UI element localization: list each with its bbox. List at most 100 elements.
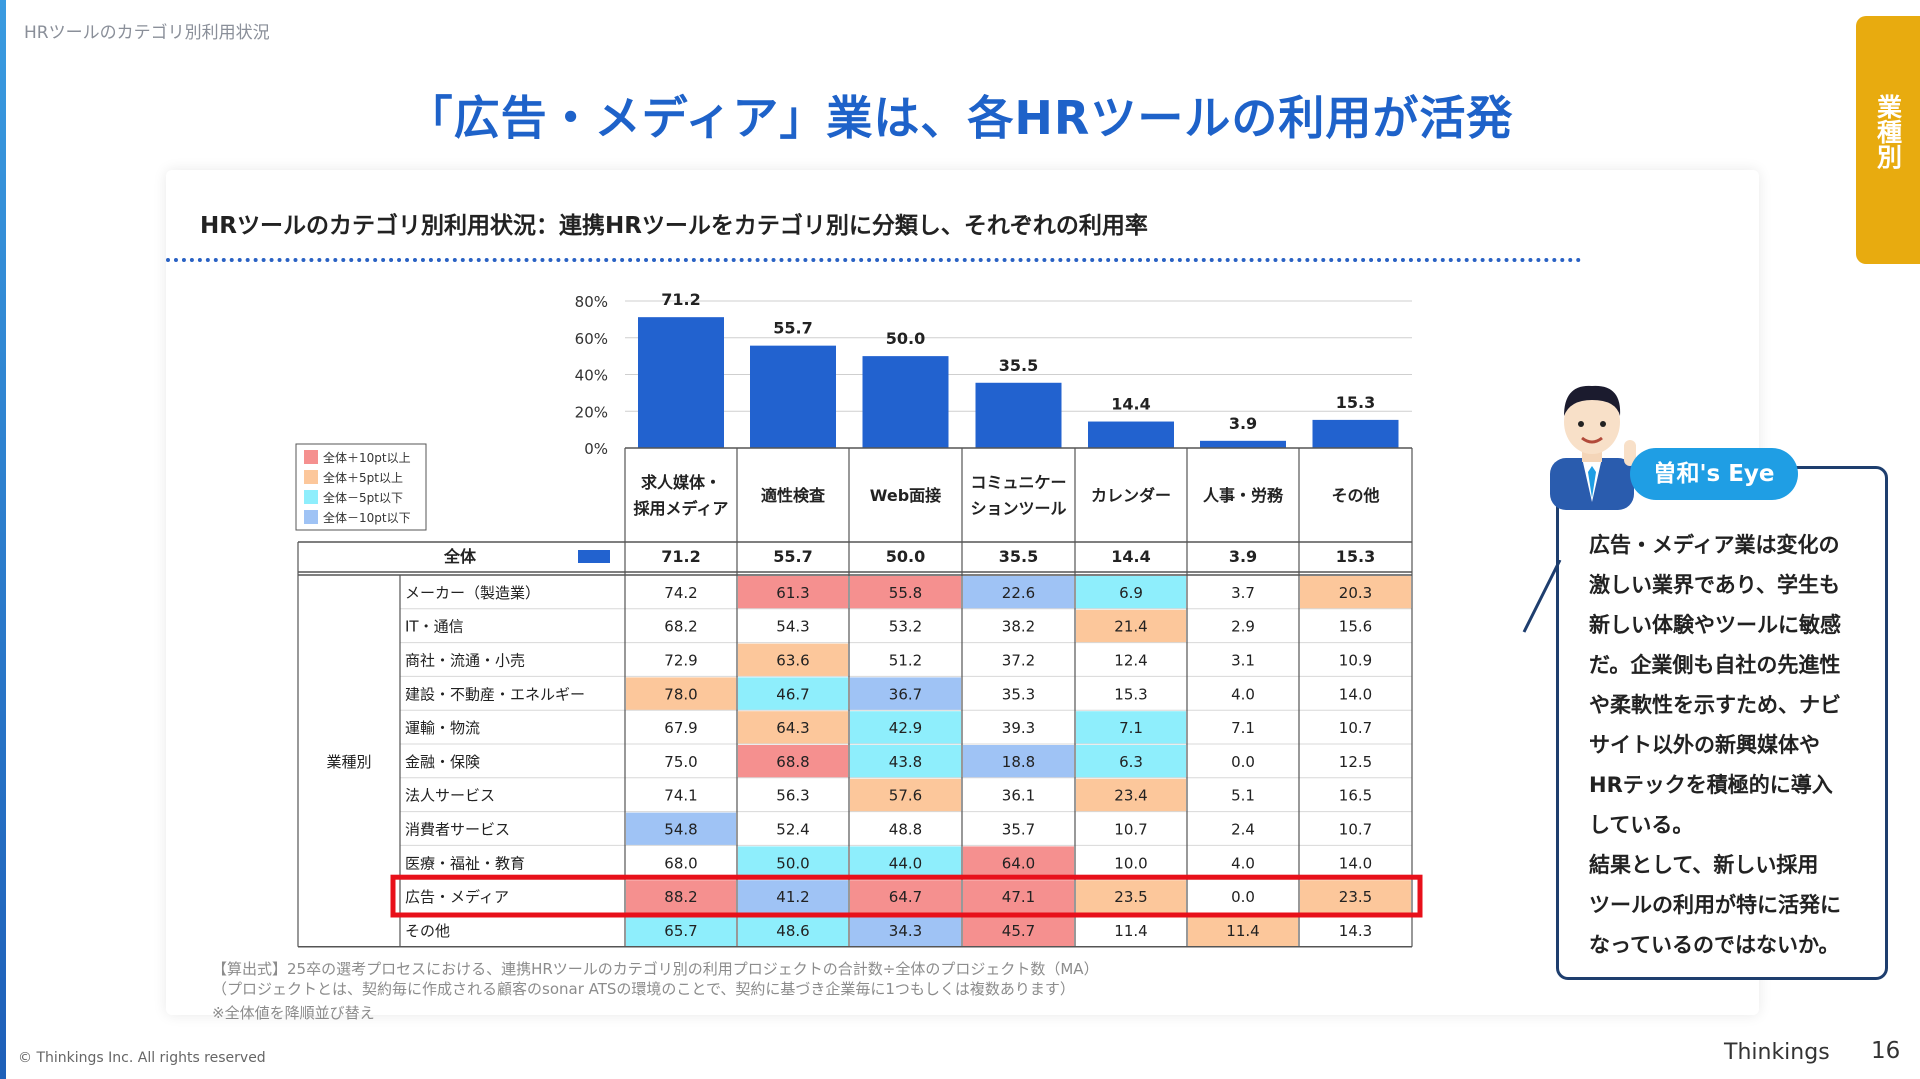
- comment-text: 広告・メディア業は変化の 激しい業界であり、学生も 新しい体験やツールに敏感 だ…: [1589, 525, 1879, 965]
- bar-value-label: 3.9: [1229, 414, 1257, 433]
- heat-cell: [738, 846, 848, 880]
- chart-subtitle: HRツールのカテゴリ別利用状況：連携HRツールをカテゴリ別に分類し、それぞれの利…: [200, 213, 1148, 239]
- row-label: 消費者サービス: [405, 821, 510, 839]
- row-label: 広告・メディア: [405, 888, 509, 906]
- y-tick-label: 20%: [575, 403, 608, 421]
- row-label: 金融・保険: [405, 753, 480, 771]
- cell-value: 2.9: [1231, 618, 1255, 636]
- cell-value: 54.8: [664, 821, 697, 839]
- heat-cell: [626, 880, 736, 913]
- comment-badge: 曽和's Eye: [1630, 448, 1798, 500]
- comment-line: HRテックを積極的に導入: [1589, 773, 1833, 797]
- row-label: IT・通信: [405, 618, 464, 636]
- bar: [1088, 421, 1174, 448]
- comment-line: だ。企業側も自社の先進性: [1589, 653, 1841, 677]
- header-label: HRツールのカテゴリ別利用状況: [24, 23, 270, 43]
- category-label: 適性検査: [761, 486, 825, 505]
- heat-cell: [963, 880, 1074, 913]
- dotted-divider: [166, 258, 1582, 262]
- cell-value: 10.7: [1339, 719, 1372, 737]
- cell-value: 23.4: [1114, 787, 1147, 805]
- heat-cell: [738, 914, 848, 947]
- cell-value: 20.3: [1339, 584, 1372, 602]
- cell-value: 10.0: [1114, 854, 1147, 872]
- cell-value: 10.7: [1339, 821, 1372, 839]
- bar-value-label: 71.2: [661, 290, 700, 309]
- row-label: 建設・不動産・エネルギー: [405, 685, 585, 703]
- cell-value: 45.7: [1002, 922, 1035, 940]
- overall-value: 71.2: [661, 547, 700, 566]
- overall-value: 35.5: [999, 547, 1038, 566]
- heat-cell: [738, 576, 848, 609]
- heat-cell: [1076, 778, 1186, 812]
- group-label: 業種別: [326, 753, 371, 771]
- cell-value: 41.2: [776, 888, 809, 906]
- overall-value: 55.7: [773, 547, 812, 566]
- cell-value: 36.1: [1002, 787, 1035, 805]
- heat-cell: [1076, 711, 1186, 744]
- legend-label: 全体－10pt以下: [323, 510, 411, 525]
- copyright: © Thinkings Inc. All rights reserved: [18, 1050, 266, 1066]
- overall-value: 15.3: [1336, 547, 1375, 566]
- cell-value: 22.6: [1002, 584, 1035, 602]
- cell-value: 34.3: [889, 922, 922, 940]
- cell-value: 5.1: [1231, 787, 1255, 805]
- row-label: 商社・流通・小売: [405, 652, 525, 670]
- cell-value: 67.9: [664, 719, 697, 737]
- comment-line: している。: [1589, 813, 1694, 837]
- cell-value: 23.5: [1339, 888, 1372, 906]
- cell-value: 52.4: [776, 821, 809, 839]
- cell-value: 56.3: [776, 787, 809, 805]
- cell-value: 16.5: [1339, 787, 1372, 805]
- cell-value: 12.5: [1339, 753, 1372, 771]
- cell-value: 35.7: [1002, 821, 1035, 839]
- legend-swatch: [304, 510, 318, 524]
- cell-value: 75.0: [664, 753, 697, 771]
- legend-label: 全体＋10pt以上: [323, 450, 411, 465]
- cell-value: 51.2: [889, 652, 922, 670]
- cell-value: 15.6: [1339, 618, 1372, 636]
- cell-value: 15.3: [1114, 685, 1147, 703]
- bar-value-label: 55.7: [773, 319, 812, 338]
- footnote-formula: 【算出式】25卒の選考プロセスにおける、連携HRツールのカテゴリ別の利用プロジェ…: [212, 960, 1099, 978]
- cell-value: 53.2: [889, 618, 922, 636]
- y-tick-label: 40%: [575, 367, 608, 385]
- bar: [750, 345, 836, 448]
- cell-value: 48.8: [889, 821, 922, 839]
- bar: [1200, 440, 1286, 448]
- heat-cell: [1076, 880, 1186, 913]
- row-label: その他: [405, 922, 450, 940]
- cell-value: 3.1: [1231, 652, 1255, 670]
- cell-value: 4.0: [1231, 854, 1255, 872]
- cell-value: 57.6: [889, 787, 922, 805]
- heat-cell: [850, 914, 961, 947]
- overall-value: 50.0: [886, 547, 925, 566]
- legend-swatch: [304, 450, 318, 464]
- bar-value-label: 15.3: [1336, 393, 1375, 412]
- category-label: Web面接: [870, 486, 941, 505]
- heat-cell: [963, 846, 1074, 880]
- cell-value: 7.1: [1119, 719, 1143, 737]
- heat-cell: [850, 745, 961, 778]
- bar-value-label: 14.4: [1111, 395, 1150, 414]
- row-label: 医療・福祉・教育: [405, 854, 525, 872]
- brand-logo-text: Thinkings: [1724, 1040, 1830, 1065]
- cell-value: 35.3: [1002, 685, 1035, 703]
- cell-value: 68.8: [776, 753, 809, 771]
- comment-line: 激しい業界であり、学生も: [1589, 573, 1840, 597]
- section-tab[interactable]: 業種別: [1856, 16, 1920, 264]
- cell-value: 0.0: [1231, 888, 1255, 906]
- legend-label: 全体＋5pt以上: [323, 470, 403, 485]
- cell-value: 42.9: [889, 719, 922, 737]
- cell-value: 14.0: [1339, 685, 1372, 703]
- bar: [975, 382, 1062, 448]
- page-title: 「広告・メディア」業は、各HRツールの利用が活発: [406, 91, 1514, 145]
- cell-value: 61.3: [776, 584, 809, 602]
- category-label: コミュニケー: [970, 473, 1066, 492]
- cell-value: 64.0: [1002, 854, 1035, 872]
- category-label: 採用メディア: [634, 499, 729, 518]
- comment-line: ツールの利用が特に活発に: [1589, 893, 1841, 917]
- category-label: カレンダー: [1091, 486, 1171, 505]
- cell-value: 68.2: [664, 618, 697, 636]
- legend-swatch: [304, 490, 318, 504]
